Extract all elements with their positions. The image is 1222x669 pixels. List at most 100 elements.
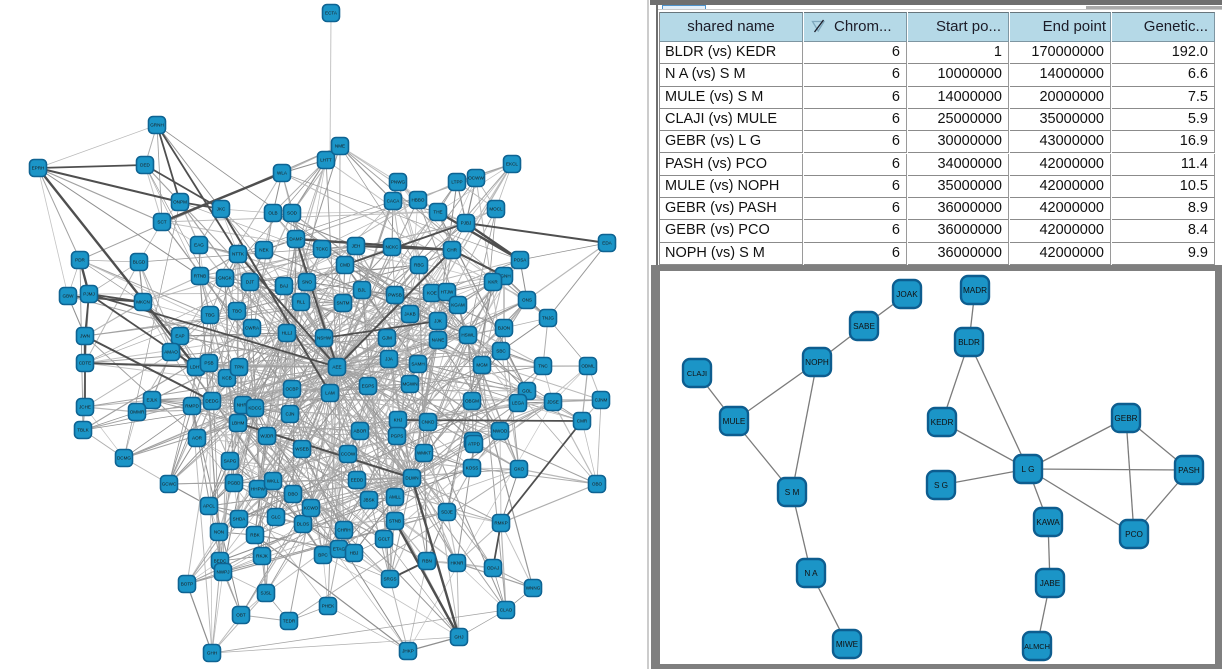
svg-text:GLC: GLC — [271, 515, 281, 520]
svg-text:SNO: SNO — [302, 280, 312, 285]
svg-text:ONPM: ONPM — [173, 200, 187, 205]
svg-text:JCHE: JCHE — [79, 405, 91, 410]
svg-text:KCB: KCB — [222, 376, 231, 381]
svg-text:TNC: TNC — [538, 364, 548, 369]
svg-text:TEDR: TEDR — [283, 619, 296, 624]
svg-text:POSA: POSA — [514, 258, 528, 263]
svg-text:STNB: STNB — [389, 519, 401, 524]
svg-text:MOCL: MOCL — [489, 207, 503, 212]
svg-text:NEK: NEK — [259, 248, 269, 253]
svg-text:GRNH: GRNH — [150, 123, 164, 128]
svg-text:LEGA: LEGA — [512, 401, 525, 406]
svg-text:HBJ: HBJ — [350, 551, 359, 556]
svg-text:CHRH: CHRH — [337, 528, 350, 533]
svg-text:JOAK: JOAK — [896, 290, 918, 299]
svg-text:GOL: GOL — [522, 389, 532, 394]
svg-text:PJMJ: PJMJ — [83, 292, 94, 297]
svg-text:MKCN: MKCN — [136, 300, 150, 305]
svg-text:KDCG: KDCG — [248, 406, 262, 411]
svg-text:EKCL: EKCL — [506, 162, 518, 167]
svg-text:OCWW: OCWW — [468, 176, 484, 181]
svg-text:CHR: CHR — [447, 248, 458, 253]
svg-text:LAM: LAM — [325, 391, 335, 396]
svg-text:BLDR: BLDR — [958, 338, 980, 347]
svg-text:EJLK: EJLK — [147, 398, 159, 403]
svg-text:SJSL: SJSL — [261, 591, 272, 596]
svg-text:SDJE: SDJE — [441, 510, 453, 515]
svg-text:CCOW: CCOW — [341, 452, 356, 457]
svg-text:AOR: AOR — [192, 436, 203, 441]
svg-text:BPC: BPC — [318, 553, 328, 558]
svg-text:ODML: ODML — [581, 364, 595, 369]
svg-text:DAMP: DAMP — [289, 237, 302, 242]
svg-text:BAJ: BAJ — [280, 284, 288, 289]
svg-text:NWPJ: NWPJ — [216, 570, 229, 575]
svg-text:JWN: JWN — [80, 334, 90, 339]
svg-text:SOD: SOD — [287, 211, 298, 216]
svg-text:DED: DED — [140, 163, 150, 168]
svg-text:KEDR: KEDR — [931, 418, 954, 427]
svg-text:LHTT: LHTT — [320, 158, 332, 163]
svg-text:NANE: NANE — [432, 338, 445, 343]
svg-text:PCO: PCO — [1125, 530, 1143, 539]
svg-text:TPN: TPN — [234, 365, 243, 370]
svg-text:BJON: BJON — [498, 326, 510, 331]
svg-text:JAKB: JAKB — [404, 312, 416, 317]
svg-text:TCKC: TCKC — [316, 247, 329, 252]
svg-text:JJA: JJA — [385, 357, 394, 362]
svg-text:KCWO: KCWO — [304, 506, 319, 511]
svg-text:EPRH: EPRH — [32, 166, 45, 171]
svg-text:KKR: KKR — [488, 280, 498, 285]
svg-text:TNJG: TNJG — [542, 316, 554, 321]
svg-text:SCT: SCT — [157, 220, 166, 225]
svg-text:GJM: GJM — [382, 336, 392, 341]
svg-text:NON: NON — [214, 530, 224, 535]
svg-text:HHPW: HHPW — [251, 487, 266, 492]
svg-text:OBT: OBT — [236, 613, 246, 618]
svg-text:NOPH: NOPH — [805, 358, 829, 367]
svg-text:AMLL: AMLL — [389, 495, 401, 500]
svg-text:HSWL: HSWL — [461, 333, 475, 338]
svg-text:PDR: PDR — [75, 258, 85, 263]
svg-text:PWSB: PWSB — [388, 293, 402, 298]
svg-text:ECTA: ECTA — [325, 11, 338, 16]
svg-text:NTTK: NTTK — [232, 252, 245, 257]
svg-text:DCMG: DCMG — [117, 456, 131, 461]
svg-text:GEBR: GEBR — [1114, 414, 1137, 423]
svg-text:PGBD: PGBD — [227, 481, 241, 486]
svg-text:JHKP: JHKP — [402, 649, 414, 654]
svg-text:WMKT: WMKT — [417, 451, 431, 456]
svg-text:MGM: MGM — [476, 363, 487, 368]
svg-text:ATPD: ATPD — [468, 442, 481, 447]
svg-text:EDA: EDA — [602, 241, 612, 246]
svg-text:PASH: PASH — [1178, 466, 1200, 475]
svg-text:MULE: MULE — [723, 417, 746, 426]
svg-text:PGNH: PGNH — [497, 274, 510, 279]
svg-text:N A: N A — [804, 569, 818, 578]
svg-text:EEDD: EEDD — [351, 478, 364, 483]
svg-text:CACA: CACA — [387, 199, 401, 204]
svg-text:GCWC: GCWC — [162, 482, 177, 487]
svg-text:GBW: GBW — [63, 294, 75, 299]
svg-text:EGPS: EGPS — [362, 384, 375, 389]
svg-text:SAPG: SAPG — [224, 459, 237, 464]
svg-text:ONS: ONS — [522, 298, 532, 303]
svg-text:PGPS: PGPS — [391, 434, 404, 439]
svg-text:AEE: AEE — [332, 365, 341, 370]
svg-text:OMMR: OMMR — [130, 410, 145, 415]
svg-text:L G: L G — [1022, 465, 1035, 474]
svg-text:WSEB: WSEB — [295, 447, 309, 452]
svg-text:DEDG: DEDG — [205, 399, 219, 404]
svg-text:LBHM: LBHM — [232, 421, 245, 426]
svg-text:WLA: WLA — [277, 171, 288, 176]
svg-text:CWRA: CWRA — [245, 326, 260, 331]
svg-text:S M: S M — [785, 488, 800, 497]
svg-text:OCBP: OCBP — [285, 387, 298, 392]
svg-text:CNKD: CNKD — [421, 420, 435, 425]
svg-text:DJT: DJT — [246, 280, 255, 285]
svg-text:SRGS: SRGS — [383, 577, 396, 582]
svg-text:CLAO: CLAO — [500, 608, 513, 613]
svg-text:CLAJI: CLAJI — [687, 369, 707, 378]
svg-text:CDTE: CDTE — [79, 361, 92, 366]
svg-text:RMKP: RMKP — [494, 521, 507, 526]
